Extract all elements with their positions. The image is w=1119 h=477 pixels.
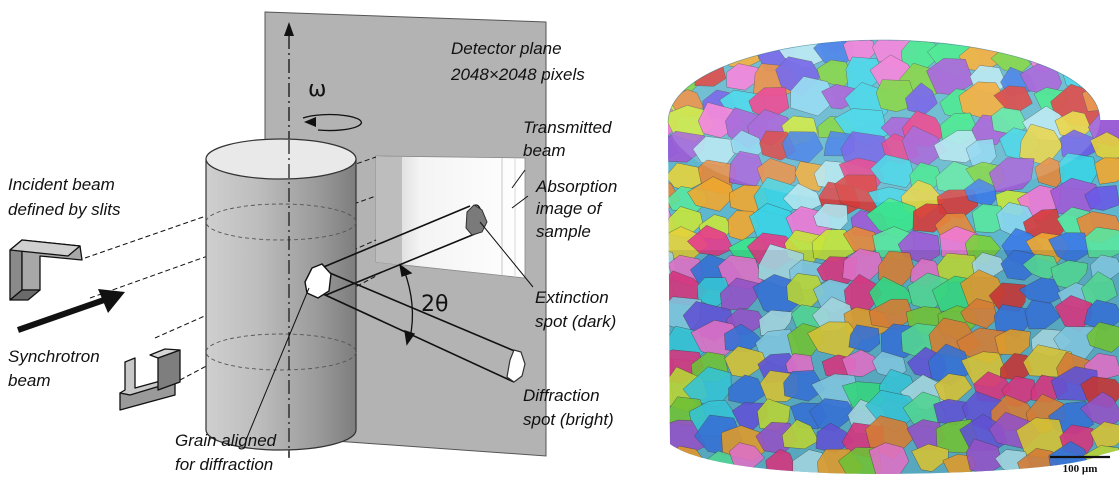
grain-cell [990,40,1030,46]
incident-beam-label-1: Incident beam [8,175,115,194]
absorption-label-2: image of [536,199,603,218]
grain-cell [781,131,824,163]
grain-cell [668,204,676,241]
absorption-label-3: sample [536,222,591,241]
grain-cell [1052,13,1093,39]
grain-cell [1089,421,1119,448]
detector-size-label: 2048×2048 pixels [450,65,585,84]
grain-cell [668,40,675,68]
incident-beam-label-2: defined by slits [8,200,121,219]
grain-cell [1084,185,1119,211]
synchrotron-beam-label-2: beam [8,371,51,390]
absorption-image-window [375,155,526,279]
grain-cell [783,370,826,402]
diffracted-beam-tube [317,267,518,383]
omega-rotation-arrow [302,113,362,132]
grain-cell [687,176,735,212]
diffraction-spot [506,349,526,383]
grain-cell [751,40,794,51]
grain-cell [721,40,766,47]
grain-cell [1024,299,1061,330]
two-theta-label: 2θ [421,292,448,317]
grain-cell [790,76,837,117]
grain-cell [668,447,675,474]
diffraction-spot-label-2: spot (bright) [523,410,614,429]
grain-cell [625,304,667,336]
diffraction-spot-label-1: Diffraction [523,386,600,405]
grain-cell [1079,40,1119,50]
extinction-spot-label-2: spot (dark) [535,312,616,331]
grain-cell [668,403,671,433]
grain-cell [668,40,706,45]
grain-cell [668,157,669,188]
grain-cell [988,157,1035,193]
grain-cell [693,40,733,49]
grain-cell [1083,40,1119,69]
sample-cylinder [205,138,357,451]
grain-cell [1092,66,1119,97]
grain-cell [781,419,819,450]
grain-cell [726,63,761,91]
scale-bar-label: 100 µm [1063,463,1098,475]
transmitted-beam-label-2: beam [523,141,566,160]
grain-cell [668,101,679,138]
lower-slit [119,348,181,411]
grain-cell [1094,157,1119,185]
grain-cell [848,324,881,353]
grain-cell [844,40,880,42]
grain-cell [668,353,675,388]
grain-cell [870,154,915,188]
transmitted-beam-label-1: Transmitted [523,118,612,137]
grain-cell [936,40,973,46]
grain-label-2: for diffraction [175,455,273,474]
grain-cell [911,443,949,472]
grain-mosaic [625,12,1119,474]
diffracting-grain [304,263,332,299]
detector-plane-label: Detector plane [451,39,562,58]
side-face-shade [668,250,1119,474]
grain-cell [668,40,673,43]
omega-label: ω [308,77,326,102]
grain-cell [687,225,734,256]
grain-cell [841,349,880,377]
grain-cell [668,275,675,313]
leader-lines [245,169,534,441]
grain-cell [668,181,681,218]
grain-cell [884,12,918,39]
grain-reconstruction: 100 µm [625,12,1119,475]
grain-cell [791,40,824,42]
grain-cell [668,380,674,405]
grain-cell [1023,40,1058,48]
grain-cell [668,65,674,99]
grain-cell [700,40,734,69]
two-theta-arc [399,263,416,346]
grain-label-1: Grain aligned [175,431,277,450]
extinction-spot-label-1: Extinction [535,288,609,307]
grain-cell [960,298,998,329]
grain-cell [668,421,672,451]
grain-cell [668,130,705,163]
experiment-schematic: ω [8,11,617,474]
rotation-axis-arrowhead [284,22,294,36]
grain-cell [1000,249,1039,281]
grain-cell [634,331,666,360]
top-face-highlight [668,40,1100,202]
synchrotron-beam-arrow [17,289,125,333]
grain-cell [971,203,1006,233]
grain-cell [668,248,677,283]
absorption-label-1: Absorption [535,177,617,196]
grain-cell [668,40,703,69]
grain-cell [965,438,1003,474]
synchrotron-beam-label-1: Synchrotron [8,347,100,366]
grain-cell [668,233,674,264]
grain-cell [911,40,944,45]
upper-slit [9,239,83,301]
grain-cell [868,442,910,474]
grain-cell [1056,40,1106,68]
grain-cell [668,134,680,167]
